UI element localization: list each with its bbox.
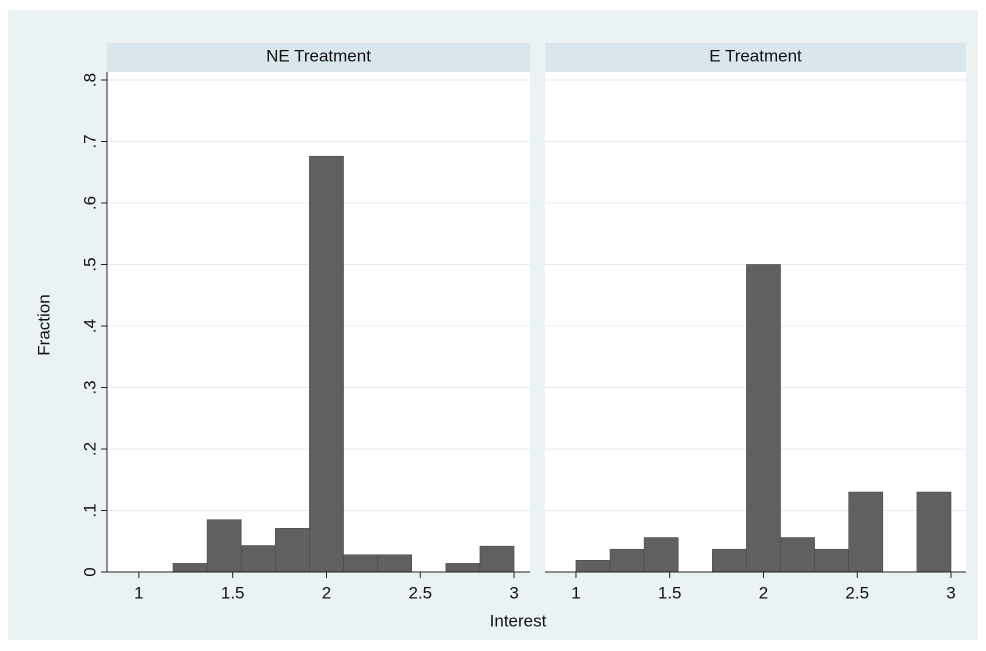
- y-tick-label: .6: [80, 196, 99, 210]
- bar: [240, 545, 276, 573]
- panel-header: [545, 43, 966, 72]
- y-tick-label: .3: [80, 380, 99, 394]
- bar: [206, 519, 242, 573]
- x-tick-label: 3: [946, 583, 955, 602]
- panel-title: NE Treatment: [266, 46, 371, 65]
- bar: [309, 155, 344, 573]
- y-tick-label: .8: [80, 73, 99, 87]
- y-tick-label: .7: [80, 134, 99, 148]
- bar: [377, 554, 413, 573]
- x-tick-label: 1: [134, 583, 143, 602]
- x-tick-label: 2.5: [845, 583, 869, 602]
- bar: [343, 554, 378, 573]
- bar: [479, 545, 515, 573]
- x-tick-label: 1: [571, 583, 580, 602]
- panel-header: [107, 43, 530, 72]
- bar: [643, 537, 679, 573]
- bar: [814, 548, 850, 573]
- y-tick-label: .4: [80, 319, 99, 333]
- bar: [609, 548, 645, 573]
- bar: [780, 537, 815, 573]
- bar: [712, 548, 747, 573]
- bar: [172, 563, 208, 573]
- bar: [746, 264, 781, 573]
- y-tick-label: 0: [80, 567, 99, 576]
- x-tick-label: 1.5: [221, 583, 245, 602]
- x-tick-label: 1.5: [658, 583, 682, 602]
- x-axis-title: Interest: [490, 611, 547, 630]
- x-tick-label: 3: [509, 583, 518, 602]
- x-tick-label: 2: [759, 583, 768, 602]
- y-axis-title: Fraction: [34, 294, 53, 355]
- bar: [275, 528, 310, 573]
- bar: [848, 491, 884, 573]
- bar: [575, 560, 611, 573]
- x-tick-label: 2.5: [408, 583, 432, 602]
- bar: [916, 491, 952, 573]
- y-tick-label: .5: [80, 257, 99, 271]
- bar: [445, 563, 481, 573]
- panel-title: E Treatment: [709, 46, 802, 65]
- y-tick-label: .1: [80, 503, 99, 517]
- x-tick-label: 2: [322, 583, 331, 602]
- y-tick-label: .2: [80, 442, 99, 456]
